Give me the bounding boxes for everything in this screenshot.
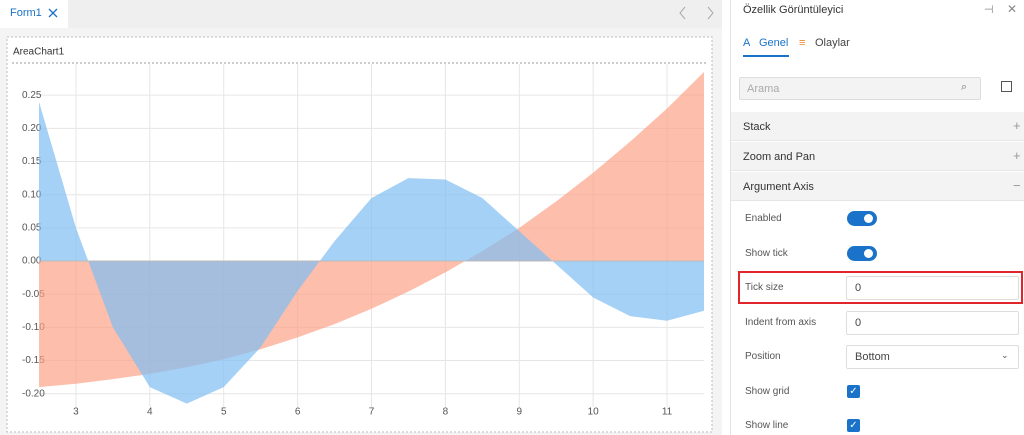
section-toggle[interactable]: −: [1013, 178, 1021, 193]
chart-title: AreaChart1: [13, 47, 65, 58]
input-value: 0: [855, 316, 862, 329]
input[interactable]: [846, 345, 1019, 369]
x-tick-label: 9: [516, 407, 522, 418]
y-tick-label: 0.00: [22, 256, 42, 267]
panel-tab[interactable]: Genel: [759, 37, 789, 49]
x-tick-label: 4: [147, 407, 153, 418]
panel-tab[interactable]: Olaylar: [815, 37, 850, 49]
section-label: Zoom and Pan: [743, 151, 816, 163]
section-toggle[interactable]: +: [1013, 118, 1021, 133]
tab-close[interactable]: [48, 8, 58, 18]
y-tick-label: 0.20: [22, 123, 42, 134]
close-icon[interactable]: ✕: [1007, 2, 1018, 16]
y-tick-label: 0.10: [22, 189, 42, 200]
x-tick-label: 3: [73, 407, 79, 418]
expand-button[interactable]: [1001, 81, 1012, 92]
property-label: Show line: [745, 420, 789, 431]
y-tick-label: -0.20: [22, 388, 45, 399]
section-header[interactable]: [731, 172, 1024, 201]
select-arrow: ⌄: [1001, 350, 1009, 360]
y-tick-label: -0.10: [22, 322, 45, 333]
input-value: Bottom: [855, 351, 890, 363]
checkbox[interactable]: ✓: [847, 384, 860, 398]
tab-icon: ≡: [799, 37, 806, 49]
toggle-knob: [864, 248, 873, 258]
tab-title: Form1: [10, 7, 42, 19]
x-tick-label: 8: [443, 407, 449, 418]
panel-title: Özellik Görüntüleyici: [743, 4, 844, 16]
x-tick-label: 10: [588, 407, 600, 418]
area: [39, 101, 704, 404]
y-tick-label: 0.25: [22, 90, 42, 101]
search-icon: ⌕: [961, 81, 968, 93]
y-tick-label: 0.05: [22, 223, 42, 234]
designer: Form1 AreaChart1 -0.20 -0.15 -0.10 -0.05 0.0…: [0, 0, 722, 435]
search-box[interactable]: [739, 77, 981, 100]
section-label: Argument Axis: [743, 181, 814, 193]
y-tick-label: -0.15: [22, 355, 45, 366]
x-tick-label: 11: [662, 407, 673, 418]
y-tick-label: 0.15: [22, 156, 42, 167]
toggle-knob: [864, 214, 873, 223]
property-label: Indent from axis: [745, 316, 817, 328]
input[interactable]: [846, 276, 1019, 300]
pin-icon[interactable]: ⊣: [984, 4, 994, 16]
x-tick-label: 7: [369, 407, 375, 418]
section-label: Stack: [743, 121, 771, 133]
highlight: [738, 271, 1023, 304]
search-placeholder: Arama: [747, 83, 780, 95]
section-header[interactable]: [731, 142, 1024, 171]
tab-bar: [0, 0, 722, 28]
input[interactable]: [846, 310, 1019, 335]
property-viewer: Özellik Görüntüleyici ⊣ ✕ A Genel ≡ Olaylar Ara…: [730, 0, 1024, 435]
property-label: Enabled: [745, 213, 782, 224]
tab-icon: A: [743, 37, 751, 49]
tab[interactable]: [0, 0, 68, 28]
section-header[interactable]: [731, 112, 1024, 141]
property-label: Position: [745, 351, 781, 362]
x-tick-label: 6: [295, 407, 301, 418]
property-label: Show tick: [745, 247, 788, 259]
section-toggle[interactable]: +: [1013, 148, 1021, 163]
property-label: Show grid: [745, 385, 790, 397]
y-tick-label: -0.05: [22, 289, 45, 300]
x-tick-label: 5: [221, 407, 227, 418]
nav-arrows[interactable]: [679, 6, 714, 20]
input-value: 0: [855, 282, 862, 294]
tab-underline: [743, 55, 789, 57]
checkbox[interactable]: ✓: [847, 419, 860, 432]
property-label: Tick size: [745, 282, 784, 293]
